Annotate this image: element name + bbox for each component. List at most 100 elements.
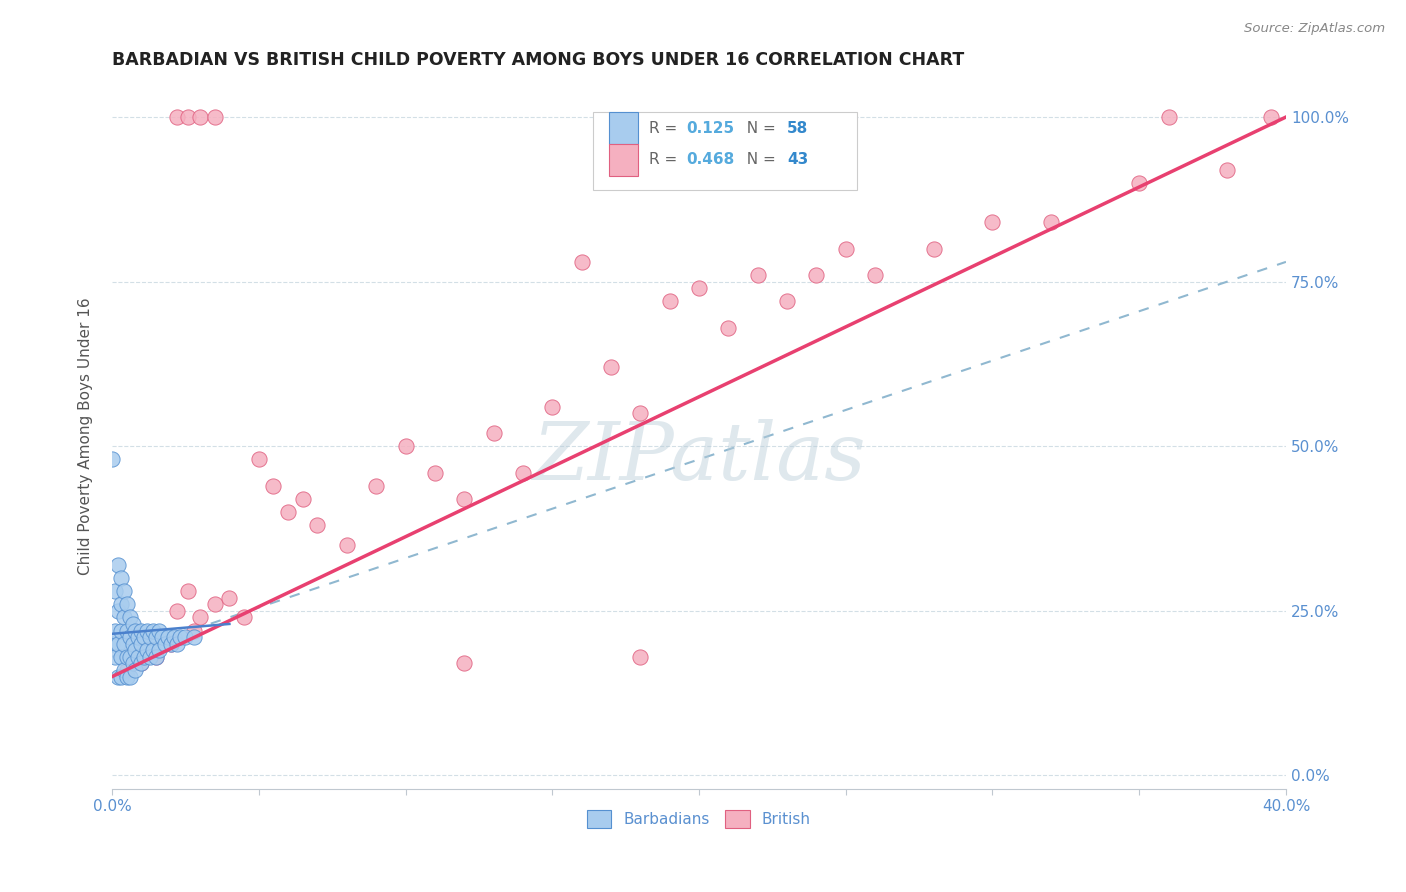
Point xyxy=(127,649,149,664)
Point xyxy=(512,466,534,480)
Point xyxy=(153,637,176,651)
Point xyxy=(277,505,299,519)
Point xyxy=(658,294,681,309)
Point xyxy=(101,452,124,467)
Point xyxy=(136,643,159,657)
Point xyxy=(145,649,167,664)
Point xyxy=(863,268,886,282)
Point xyxy=(115,670,138,684)
Point xyxy=(121,657,143,671)
Point xyxy=(177,110,200,124)
Point xyxy=(107,637,129,651)
Point xyxy=(159,637,181,651)
Point xyxy=(166,604,188,618)
Point xyxy=(118,670,141,684)
Point xyxy=(166,637,188,651)
Point xyxy=(163,630,186,644)
Point xyxy=(124,663,146,677)
Point xyxy=(110,624,132,638)
Point xyxy=(115,663,138,677)
Point xyxy=(145,649,167,664)
Point xyxy=(204,110,226,124)
Point xyxy=(142,624,165,638)
Point xyxy=(247,452,270,467)
Point xyxy=(571,255,593,269)
Point xyxy=(104,624,127,638)
Point xyxy=(600,360,623,375)
Point xyxy=(183,624,205,638)
Point xyxy=(541,400,564,414)
Text: N =: N = xyxy=(737,120,780,136)
Point xyxy=(307,518,329,533)
Point xyxy=(156,630,179,644)
Point xyxy=(115,649,138,664)
Point xyxy=(262,479,284,493)
Point xyxy=(1128,176,1150,190)
Point xyxy=(101,637,124,651)
Point xyxy=(150,630,173,644)
Y-axis label: Child Poverty Among Boys Under 16: Child Poverty Among Boys Under 16 xyxy=(79,298,93,575)
Text: BARBADIAN VS BRITISH CHILD POVERTY AMONG BOYS UNDER 16 CORRELATION CHART: BARBADIAN VS BRITISH CHILD POVERTY AMONG… xyxy=(112,51,965,69)
Point xyxy=(112,663,135,677)
Point xyxy=(110,597,132,611)
Point xyxy=(139,649,162,664)
Point xyxy=(139,630,162,644)
Point xyxy=(482,425,505,440)
Point xyxy=(121,616,143,631)
Point xyxy=(628,406,651,420)
Point xyxy=(1260,110,1282,124)
Text: R =: R = xyxy=(648,120,682,136)
Point xyxy=(159,637,181,651)
Point xyxy=(394,439,416,453)
Point xyxy=(142,643,165,657)
Point xyxy=(148,624,170,638)
Point xyxy=(183,630,205,644)
Point xyxy=(1216,162,1239,177)
Legend: Barbadians, British: Barbadians, British xyxy=(581,804,817,834)
Point xyxy=(166,110,188,124)
Point xyxy=(835,242,858,256)
Text: R =: R = xyxy=(648,153,682,168)
Point xyxy=(104,584,127,599)
Point xyxy=(188,610,211,624)
Point xyxy=(717,320,740,334)
Point xyxy=(336,538,359,552)
Point xyxy=(291,491,314,506)
Point xyxy=(453,657,475,671)
Point xyxy=(776,294,799,309)
Point xyxy=(115,624,138,638)
Point xyxy=(747,268,769,282)
Text: 58: 58 xyxy=(787,120,808,136)
Point xyxy=(145,630,167,644)
Point xyxy=(233,610,256,624)
Point xyxy=(127,630,149,644)
Point xyxy=(188,110,211,124)
Point xyxy=(118,630,141,644)
Point xyxy=(131,657,153,671)
Point xyxy=(124,643,146,657)
FancyBboxPatch shape xyxy=(609,144,638,176)
Point xyxy=(423,466,446,480)
Point xyxy=(112,584,135,599)
FancyBboxPatch shape xyxy=(593,112,858,190)
Point xyxy=(107,558,129,572)
Text: 0.125: 0.125 xyxy=(686,120,734,136)
Point xyxy=(806,268,828,282)
Point xyxy=(204,597,226,611)
Text: 43: 43 xyxy=(787,153,808,168)
Point xyxy=(110,670,132,684)
Point xyxy=(118,610,141,624)
Point xyxy=(131,624,153,638)
Point xyxy=(366,479,388,493)
Point xyxy=(922,242,945,256)
Point xyxy=(131,657,153,671)
Point xyxy=(1040,215,1063,229)
Point xyxy=(1157,110,1180,124)
Point xyxy=(169,630,191,644)
Point xyxy=(136,624,159,638)
Point xyxy=(124,624,146,638)
Point xyxy=(110,649,132,664)
Point xyxy=(174,630,197,644)
Text: 0.468: 0.468 xyxy=(686,153,734,168)
FancyBboxPatch shape xyxy=(609,112,638,144)
